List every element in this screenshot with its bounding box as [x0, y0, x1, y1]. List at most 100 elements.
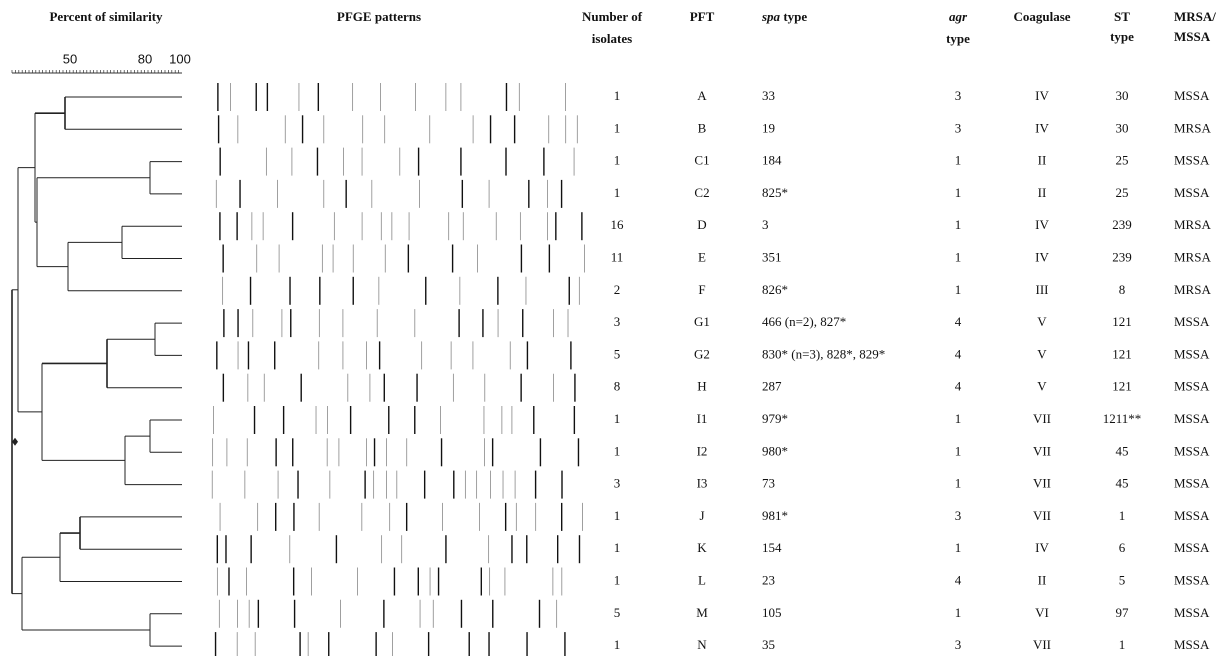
cell: 981*: [762, 508, 788, 523]
cell: 1: [955, 153, 962, 168]
cell: III: [1036, 282, 1049, 297]
cell: 25: [1116, 153, 1129, 168]
cell: 1: [614, 572, 621, 587]
cell: I1: [697, 411, 708, 426]
header: isolates: [592, 31, 632, 46]
cell: IV: [1035, 217, 1049, 232]
cell: 1: [614, 88, 621, 103]
header: type: [946, 31, 970, 46]
dendro-root: [12, 438, 18, 446]
cell: D: [697, 217, 706, 232]
cell: MSSA: [1174, 605, 1210, 620]
cell: 1: [1119, 637, 1126, 652]
cell: 1: [955, 249, 962, 264]
cell: 5: [614, 346, 621, 361]
cell: 45: [1116, 476, 1129, 491]
cell: MSSA: [1174, 185, 1210, 200]
cell: 73: [762, 476, 775, 491]
cell: K: [697, 540, 707, 555]
cell: 3: [614, 314, 621, 329]
cell: MSSA: [1174, 508, 1210, 523]
cell: 2: [614, 282, 621, 297]
cell: 1: [955, 185, 962, 200]
cell: 1: [614, 508, 621, 523]
cell: F: [698, 282, 705, 297]
cell: 1: [955, 443, 962, 458]
cell: 979*: [762, 411, 788, 426]
cell: 5: [614, 605, 621, 620]
cell: 1: [955, 540, 962, 555]
cell: 1: [614, 185, 621, 200]
header-part: type: [780, 9, 807, 24]
header: MRSA/: [1174, 9, 1216, 24]
cell: H: [697, 379, 706, 394]
cell: 3: [762, 217, 769, 232]
cell: MRSA: [1174, 249, 1211, 264]
cell: VII: [1033, 637, 1051, 652]
cell: 1: [955, 217, 962, 232]
cell: 3: [614, 476, 621, 491]
cell: IV: [1035, 249, 1049, 264]
cell: 239: [1112, 217, 1132, 232]
cell: 184: [762, 153, 782, 168]
cell: 1: [955, 411, 962, 426]
scale-label: 80: [138, 51, 152, 66]
cell: MRSA: [1174, 120, 1211, 135]
cell: II: [1038, 185, 1047, 200]
figure: Percent of similarity PFGE patterns Numb…: [0, 0, 1222, 656]
cell: 1: [955, 605, 962, 620]
cell: 1: [955, 476, 962, 491]
cell: V: [1037, 346, 1047, 361]
cell: A: [697, 88, 707, 103]
cell: 105: [762, 605, 782, 620]
cell: 287: [762, 379, 782, 394]
cell: C2: [694, 185, 709, 200]
cell: VI: [1035, 605, 1049, 620]
cell: MSSA: [1174, 637, 1210, 652]
header: Coagulase: [1013, 9, 1070, 24]
cell: MSSA: [1174, 314, 1210, 329]
cell: G2: [694, 346, 710, 361]
cell: B: [698, 120, 707, 135]
cell: V: [1037, 379, 1047, 394]
cell: VII: [1033, 508, 1051, 523]
cell: 3: [955, 120, 962, 135]
cell: II: [1038, 153, 1047, 168]
cell: VII: [1033, 411, 1051, 426]
cell: 466 (n=2), 827*: [762, 314, 846, 329]
cell: C1: [694, 153, 709, 168]
cell: 154: [762, 540, 782, 555]
cell: 351: [762, 249, 782, 264]
header: ST: [1114, 9, 1130, 24]
header: PFGE patterns: [337, 9, 421, 24]
cell: 30: [1116, 88, 1129, 103]
cell: 23: [762, 572, 775, 587]
cell: 6: [1119, 540, 1126, 555]
cell: 30: [1116, 120, 1129, 135]
cell: IV: [1035, 88, 1049, 103]
cell: 121: [1112, 379, 1132, 394]
cell: I3: [697, 476, 708, 491]
header: PFT: [690, 9, 715, 24]
cell: 35: [762, 637, 775, 652]
cell: 3: [955, 508, 962, 523]
header: agr: [949, 9, 968, 24]
cell: 1: [1119, 508, 1126, 523]
cell: 19: [762, 120, 775, 135]
cell: VII: [1033, 476, 1051, 491]
header: MSSA: [1174, 29, 1211, 44]
cell: 16: [611, 217, 625, 232]
cell: 980*: [762, 443, 788, 458]
header: type: [1110, 29, 1134, 44]
cell: VII: [1033, 443, 1051, 458]
cell: 1: [614, 637, 621, 652]
cell: 1: [955, 282, 962, 297]
cell: MSSA: [1174, 153, 1210, 168]
scale-label: 50: [63, 51, 77, 66]
cell: 4: [955, 346, 962, 361]
cell: 4: [955, 314, 962, 329]
cell: G1: [694, 314, 710, 329]
cell: J: [699, 508, 704, 523]
cell: I2: [697, 443, 708, 458]
cell: 1211**: [1103, 411, 1142, 426]
